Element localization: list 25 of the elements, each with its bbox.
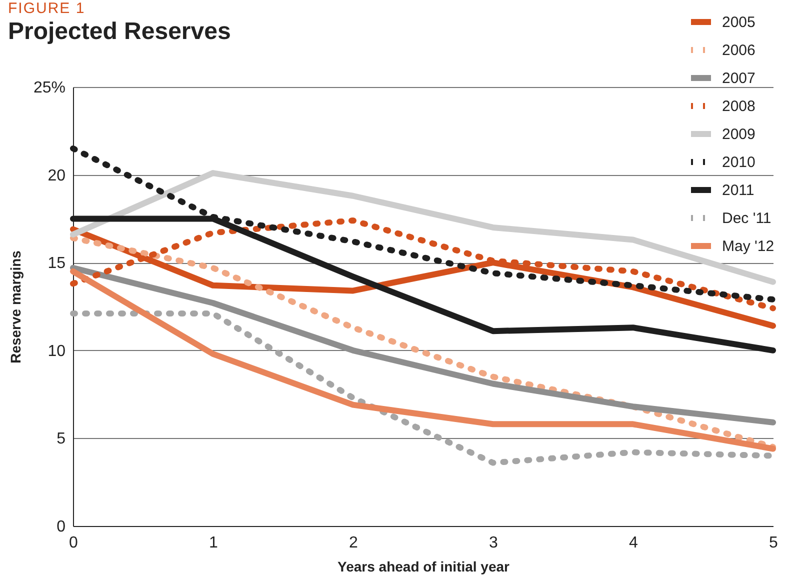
- y-tick-label: 5: [56, 430, 66, 448]
- x-tick-label: 1: [209, 534, 218, 552]
- x-axis-title: Years ahead of initial year: [338, 558, 510, 574]
- x-tick-label: 3: [489, 534, 498, 552]
- legend-label: 2010: [722, 154, 756, 171]
- x-tick-label: 0: [69, 534, 78, 552]
- x-tick-label: 2: [349, 534, 358, 552]
- y-tick-label: 20: [48, 167, 66, 184]
- legend-label: 2007: [722, 70, 756, 87]
- chart-title: Projected Reserves: [8, 18, 231, 46]
- legend-label: May '12: [722, 238, 774, 255]
- legend-label: 2006: [722, 42, 756, 59]
- y-axis-title: Reserve margins: [7, 250, 24, 364]
- caption: FIGURE 1: [8, 0, 86, 17]
- legend-label: 2005: [722, 14, 756, 31]
- legend-label: Dec '11: [722, 210, 772, 227]
- legend-label: 2008: [722, 98, 756, 115]
- y-tick-label: 0: [56, 518, 66, 536]
- y-tick-label: 25%: [33, 80, 66, 96]
- y-tick-label: 10: [48, 342, 66, 360]
- legend-label: 2011: [722, 182, 754, 199]
- x-tick-label: 4: [629, 534, 638, 552]
- legend-label: 2009: [722, 126, 756, 143]
- y-tick-label: 15: [48, 255, 66, 272]
- x-tick-label: 5: [769, 534, 778, 552]
